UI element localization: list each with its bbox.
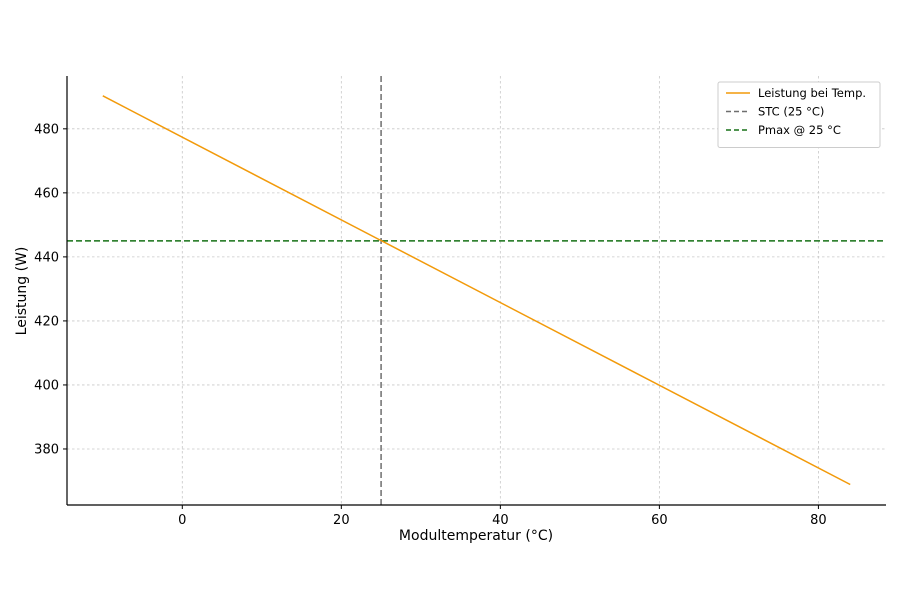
grid [67,76,886,505]
x-tick-label: 0 [178,513,186,528]
y-tick-label: 420 [34,314,59,329]
legend-label-1: STC (25 °C) [758,105,824,119]
y-tick-label: 440 [34,250,59,265]
x-tick-label: 60 [651,513,668,528]
axes [66,76,886,506]
series-line-0 [102,95,851,486]
x-tick-label: 40 [492,513,509,528]
series-layer [102,95,851,486]
ticks: 0 20 40 60 80 380 400 420 440 460 480 [34,122,827,528]
legend-label-0: Leistung bei Temp. [758,86,866,100]
x-axis-label: Modultemperatur (°C) [399,528,553,544]
legend-label-2: Pmax @ 25 °C [758,123,841,137]
y-tick-label: 380 [34,442,59,457]
x-tick-label: 20 [333,513,350,528]
legend: Leistung bei Temp. STC (25 °C) Pmax @ 25 °… [717,81,881,148]
reference-lines [67,76,886,505]
y-axis-label: Leistung (W) [14,247,30,336]
y-tick-label: 460 [34,186,59,201]
legend-box [717,81,881,148]
y-tick-label: 480 [34,122,59,137]
y-tick-label: 400 [34,378,59,393]
x-tick-label: 80 [810,513,827,528]
